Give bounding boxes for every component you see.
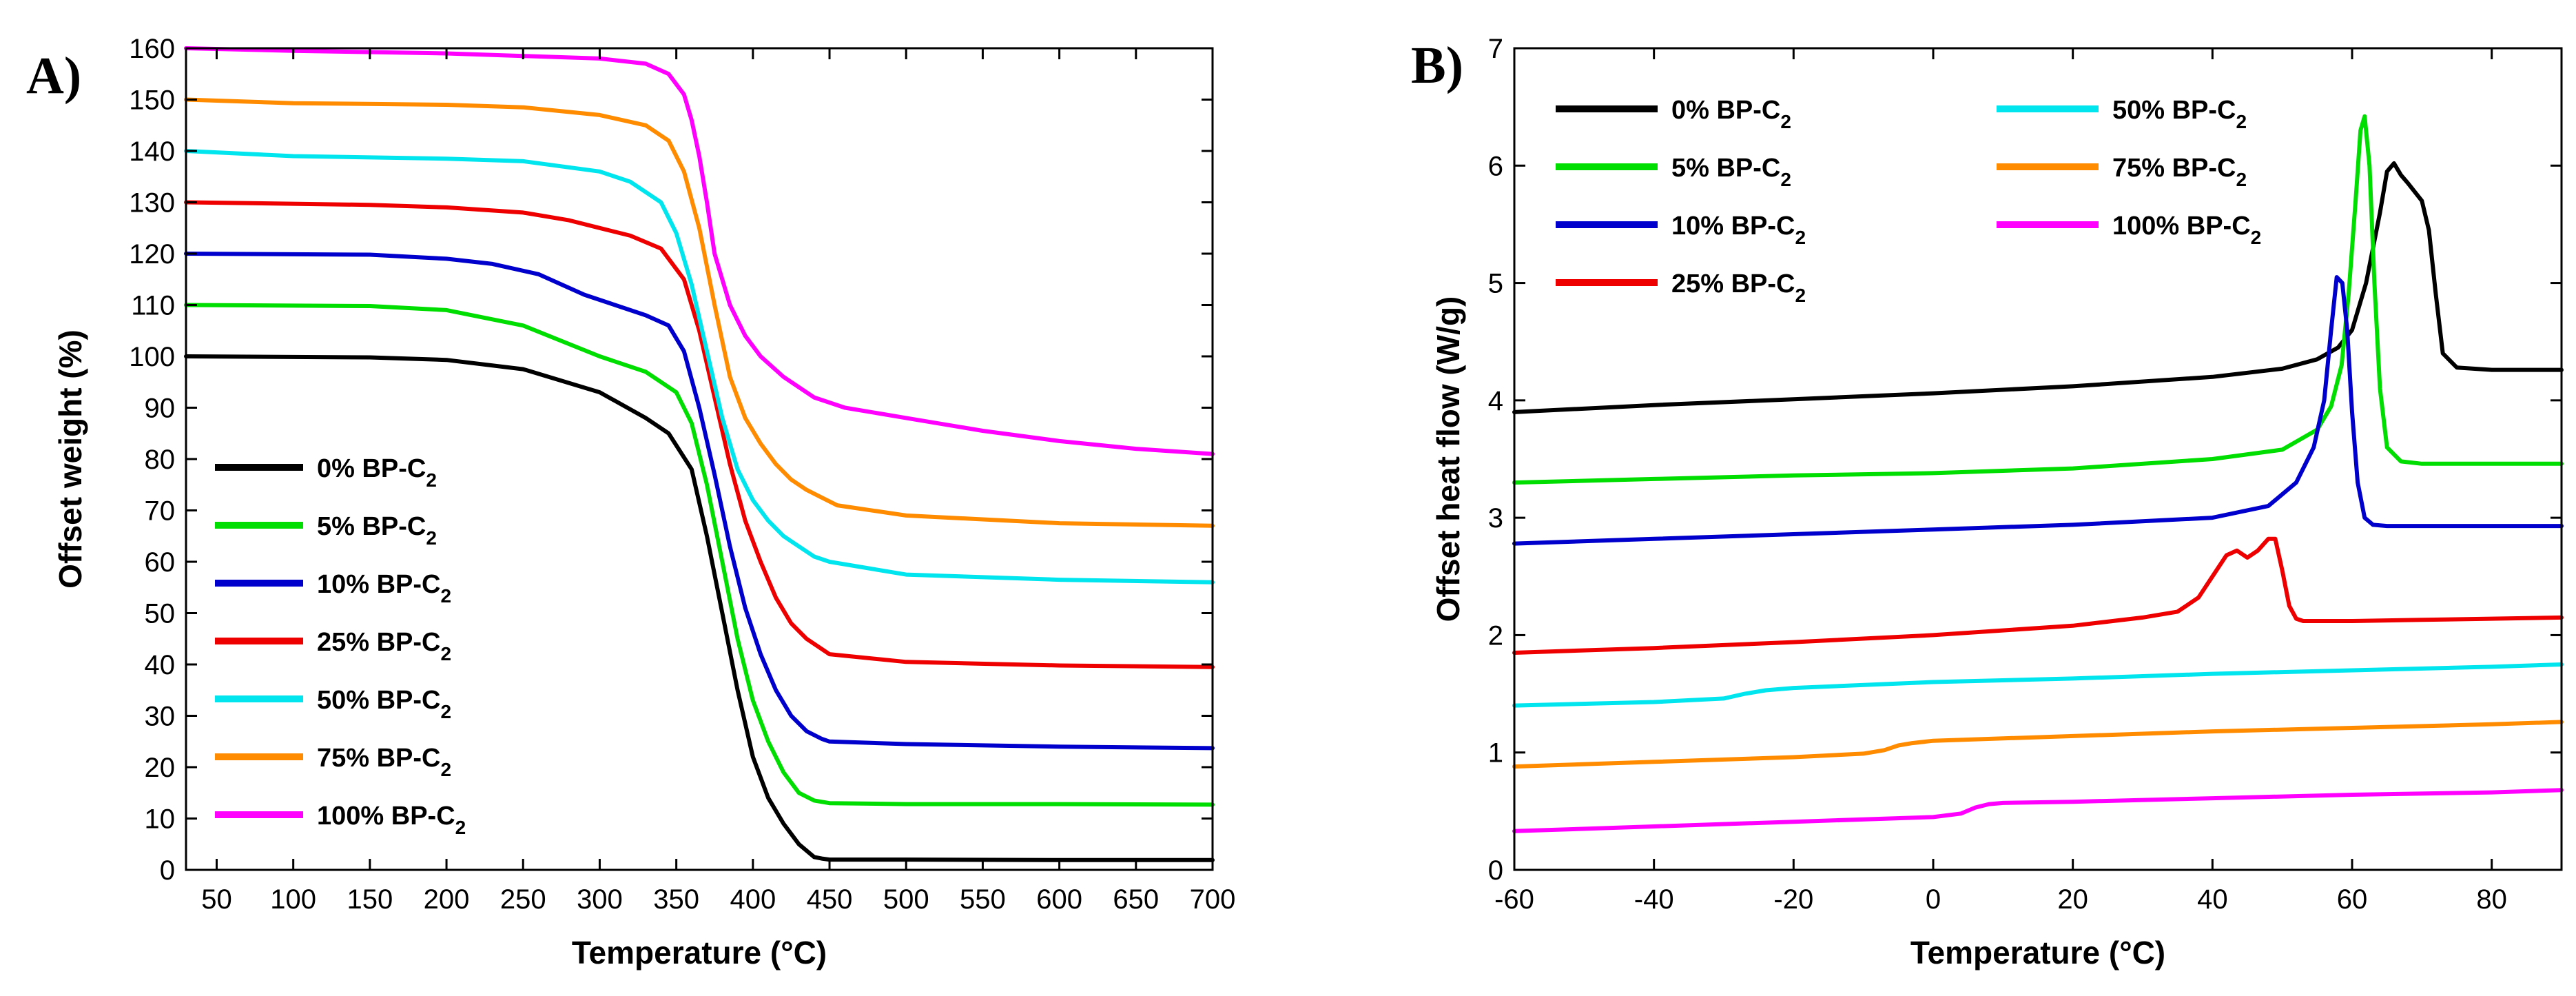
legend-entry-label: 100% BP-C2: [2112, 212, 2261, 248]
x-tick-label: 700: [1190, 884, 1236, 915]
y-tick-label: 7: [1488, 34, 1503, 64]
legend-entry-label: 5% BP-C2: [317, 512, 437, 549]
chart-b-series-line-3: [1512, 536, 2564, 655]
y-tick-label: 5: [1488, 269, 1503, 299]
x-tick-label: 200: [424, 884, 470, 915]
legend-entry-label: 25% BP-C2: [317, 628, 451, 664]
x-tick-label: 400: [730, 884, 776, 915]
legend-entry-label: 100% BP-C2: [317, 802, 466, 838]
x-tick-label: 60: [2337, 884, 2368, 915]
legend-entry-label: 50% BP-C2: [2112, 96, 2247, 132]
legend-entry-label: 25% BP-C2: [1671, 270, 1806, 306]
y-tick-label: 2: [1488, 620, 1503, 651]
x-tick-label: 300: [577, 884, 623, 915]
x-tick-label: -40: [1634, 884, 1674, 915]
legend-entry-label: 0% BP-C2: [317, 454, 437, 491]
x-tick-label: 40: [2197, 884, 2228, 915]
y-tick-label: 130: [129, 188, 175, 218]
chart-b-series-line-0: [1512, 161, 2564, 414]
y-tick-label: 0: [160, 855, 175, 886]
chart-b-series-line-5: [1512, 720, 2564, 769]
y-tick-label: 10: [145, 804, 176, 835]
x-tick-label: 650: [1113, 884, 1159, 915]
x-tick-label: 450: [807, 884, 853, 915]
x-tick-label: 0: [1926, 884, 1941, 915]
legend-entry-label: 75% BP-C2: [317, 744, 451, 780]
legend-entry-label: 75% BP-C2: [2112, 154, 2247, 190]
y-tick-label: 1: [1488, 738, 1503, 769]
y-tick-label: 80: [145, 445, 176, 475]
chart-a-series-line-0: [184, 354, 1215, 862]
x-tick-label: 50: [201, 884, 232, 915]
x-tick-label: 20: [2057, 884, 2088, 915]
x-tick-label: -20: [1773, 884, 1813, 915]
x-axis-title: Temperature (°C): [1910, 935, 2165, 970]
y-tick-label: 20: [145, 753, 176, 783]
x-tick-label: -60: [1494, 884, 1534, 915]
y-tick-label: 0: [1488, 855, 1503, 886]
y-tick-label: 160: [129, 34, 175, 64]
panel-b-label: B): [1411, 37, 1463, 94]
legend-entry-label: 5% BP-C2: [1671, 154, 1791, 190]
chart-a-series-line-6: [184, 46, 1215, 456]
y-tick-label: 4: [1488, 386, 1503, 416]
x-tick-label: 550: [960, 884, 1006, 915]
chart-a-series-line-5: [184, 97, 1215, 528]
legend-entry-label: 50% BP-C2: [317, 686, 451, 722]
y-tick-label: 100: [129, 342, 175, 372]
y-tick-label: 90: [145, 394, 176, 424]
x-tick-label: 100: [270, 884, 316, 915]
y-tick-label: 140: [129, 136, 175, 167]
chart-a-series-line-2: [184, 252, 1215, 751]
chart-b-series-line-1: [1512, 114, 2564, 485]
chart-b-series-line-6: [1512, 788, 2564, 833]
y-axis-title: Offset weight (%): [52, 329, 88, 589]
chart-a-thermogravimetric: 50 100 150 200 250 300 350 400 450 500 550 600 650 70…: [52, 34, 1235, 970]
chart-b-series-line-2: [1512, 275, 2564, 546]
plot-frame: [1513, 47, 2563, 871]
legend-entry-label: 10% BP-C2: [1671, 212, 1806, 248]
x-tick-label: 500: [883, 884, 929, 915]
y-tick-label: 50: [145, 599, 176, 629]
y-tick-label: 3: [1488, 503, 1503, 533]
y-tick-label: 120: [129, 239, 175, 270]
x-axis-title: Temperature (°C): [572, 935, 827, 970]
x-tick-label: 350: [653, 884, 699, 915]
x-tick-label: 250: [500, 884, 546, 915]
y-tick-label: 30: [145, 702, 176, 732]
y-tick-label: 110: [131, 291, 175, 321]
chart-a-series-line-1: [184, 303, 1215, 807]
chart-a-series-line-4: [184, 149, 1215, 585]
x-tick-label: 150: [347, 884, 393, 915]
y-tick-label: 70: [145, 496, 176, 527]
y-tick-label: 60: [145, 547, 176, 578]
x-tick-label: 600: [1036, 884, 1082, 915]
y-tick-label: 40: [145, 650, 176, 680]
x-tick-label: 80: [2476, 884, 2507, 915]
legend-entry-label: 0% BP-C2: [1671, 96, 1791, 132]
legend-entry-label: 10% BP-C2: [317, 570, 451, 607]
y-tick-label: 6: [1488, 151, 1503, 181]
chart-b-heat-flow: -60 -40 -20 0 20 40 60 80 0 1 2 3 4 5 6 7 Temperature (°…: [1430, 34, 2564, 970]
panel-a-label: A): [26, 47, 81, 105]
chart-a-series-line-3: [184, 200, 1215, 669]
y-axis-title: Offset heat flow (W/g): [1430, 296, 1466, 622]
chart-b-series-line-4: [1512, 662, 2564, 708]
y-tick-label: 150: [129, 85, 175, 116]
